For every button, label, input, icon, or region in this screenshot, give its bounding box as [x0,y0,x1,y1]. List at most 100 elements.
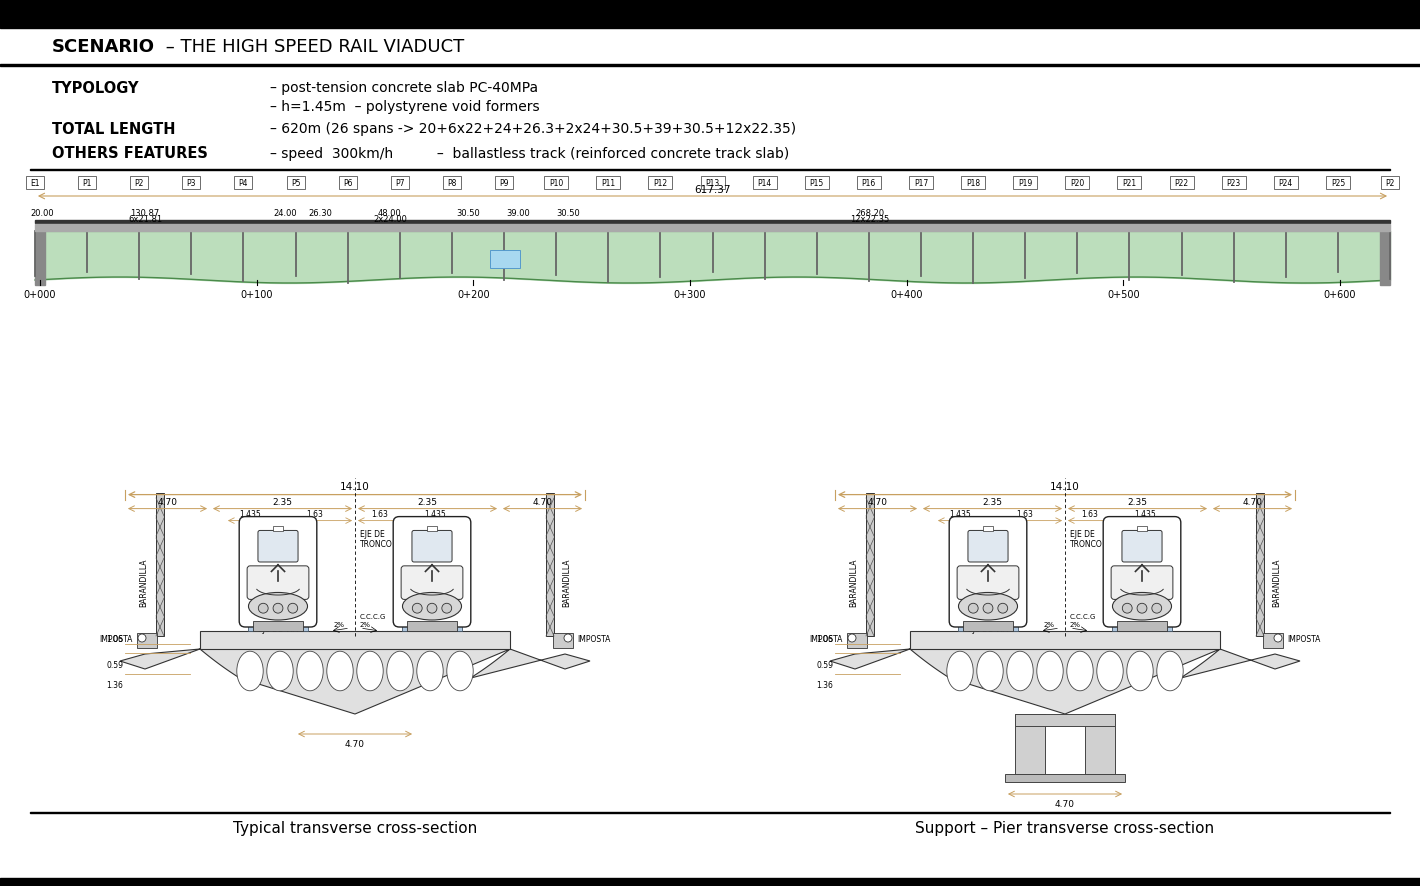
Circle shape [1122,603,1132,613]
Bar [287,177,304,190]
Bar [136,633,158,649]
Circle shape [848,634,856,642]
Text: 0.59: 0.59 [106,660,124,669]
Circle shape [273,603,283,613]
Text: P18: P18 [966,179,980,188]
Bar [36,232,45,285]
Bar [443,177,462,190]
Text: 4.70: 4.70 [158,497,178,506]
Text: SCENARIO: SCENARIO [53,38,155,56]
Text: P7: P7 [395,179,405,188]
Text: P5: P5 [291,179,300,188]
Text: EJE DE
TRONCO: EJE DE TRONCO [1071,529,1103,548]
Text: 0+300: 0+300 [673,290,706,299]
Ellipse shape [447,651,473,691]
Text: 1.435: 1.435 [425,509,446,518]
Circle shape [998,603,1008,613]
Bar [846,633,868,649]
Circle shape [442,603,452,613]
Text: 0+600: 0+600 [1323,290,1356,299]
Bar [544,177,568,190]
Text: 2.35: 2.35 [1127,497,1147,506]
Text: P23: P23 [1227,179,1241,188]
Text: 2%: 2% [1071,621,1081,627]
Bar [866,493,873,636]
Text: 1.435: 1.435 [1135,509,1156,518]
Ellipse shape [1112,593,1172,620]
Bar [547,493,554,636]
Bar [339,177,356,190]
Text: P17: P17 [914,179,929,188]
Text: P16: P16 [862,179,876,188]
Text: EJE DE
TRONCO: EJE DE TRONCO [361,529,393,548]
Text: – 620m (26 spans -> 20+6x22+24+26.3+2x24+30.5+39+30.5+12x22.35): – 620m (26 spans -> 20+6x22+24+26.3+2x24… [270,122,797,136]
FancyBboxPatch shape [247,566,310,600]
Bar [1326,177,1350,190]
Text: C.C.C.G: C.C.C.G [1071,613,1096,619]
Bar [36,225,1390,232]
Text: 1.63: 1.63 [1082,509,1099,518]
Bar [30,812,1390,813]
Text: 26.30: 26.30 [308,208,332,217]
Circle shape [983,603,993,613]
Bar [1274,177,1298,190]
FancyBboxPatch shape [968,531,1008,563]
Text: P20: P20 [1071,179,1085,188]
Text: IMPOSTA: IMPOSTA [99,634,133,644]
Bar [1118,177,1142,190]
Text: 2x24.00: 2x24.00 [373,215,408,224]
Text: – THE HIGH SPEED RAIL VIADUCT: – THE HIGH SPEED RAIL VIADUCT [160,38,464,56]
Text: P24: P24 [1278,179,1292,188]
Bar [26,177,44,190]
Ellipse shape [297,651,324,691]
Circle shape [138,634,146,642]
Polygon shape [121,649,589,714]
Bar [753,177,777,190]
Text: P10: P10 [550,179,564,188]
Bar [408,621,457,631]
Bar [0,0,1420,29]
Text: 130.87: 130.87 [131,208,159,217]
Bar [910,632,1220,649]
Ellipse shape [977,651,1003,691]
Text: P15: P15 [809,179,824,188]
Text: BARANDILLA: BARANDILLA [1272,558,1281,606]
Text: E1: E1 [30,179,40,188]
Bar [1221,177,1245,190]
Ellipse shape [248,593,308,620]
Circle shape [258,603,268,613]
Text: P9: P9 [500,179,508,188]
Text: P13: P13 [706,179,720,188]
Text: 30.50: 30.50 [456,208,480,217]
Text: 0.59: 0.59 [816,660,834,669]
Text: 1.63: 1.63 [1017,509,1034,518]
Text: – h=1.45m  – polystyrene void formers: – h=1.45m – polystyrene void formers [270,100,540,114]
Ellipse shape [947,651,973,691]
Bar [1137,527,1147,532]
Bar [649,177,673,190]
FancyBboxPatch shape [393,517,471,627]
Text: 4.70: 4.70 [868,497,888,506]
Bar [552,633,574,649]
Text: BARANDILLA: BARANDILLA [849,558,858,606]
Text: EJE DE VÍA: EJE DE VÍA [968,623,1008,633]
Text: IMPOSTA: IMPOSTA [809,634,843,644]
Bar [0,878,1420,886]
Text: 12x22.35: 12x22.35 [851,215,889,224]
Text: C.C.C.G: C.C.C.G [361,613,386,619]
Text: P8: P8 [447,179,457,188]
Ellipse shape [402,593,462,620]
Bar [156,493,163,636]
Bar [30,169,1390,171]
Bar [1015,714,1115,727]
Bar [1014,177,1037,190]
Text: 14.10: 14.10 [341,481,369,491]
Bar [402,621,462,632]
Bar [1112,621,1172,632]
Text: 24.00: 24.00 [273,208,297,217]
Text: 1.435: 1.435 [949,509,971,518]
Ellipse shape [356,651,383,691]
Ellipse shape [1037,651,1064,691]
Text: 48.00: 48.00 [378,208,402,217]
Text: 4.70: 4.70 [345,739,365,748]
